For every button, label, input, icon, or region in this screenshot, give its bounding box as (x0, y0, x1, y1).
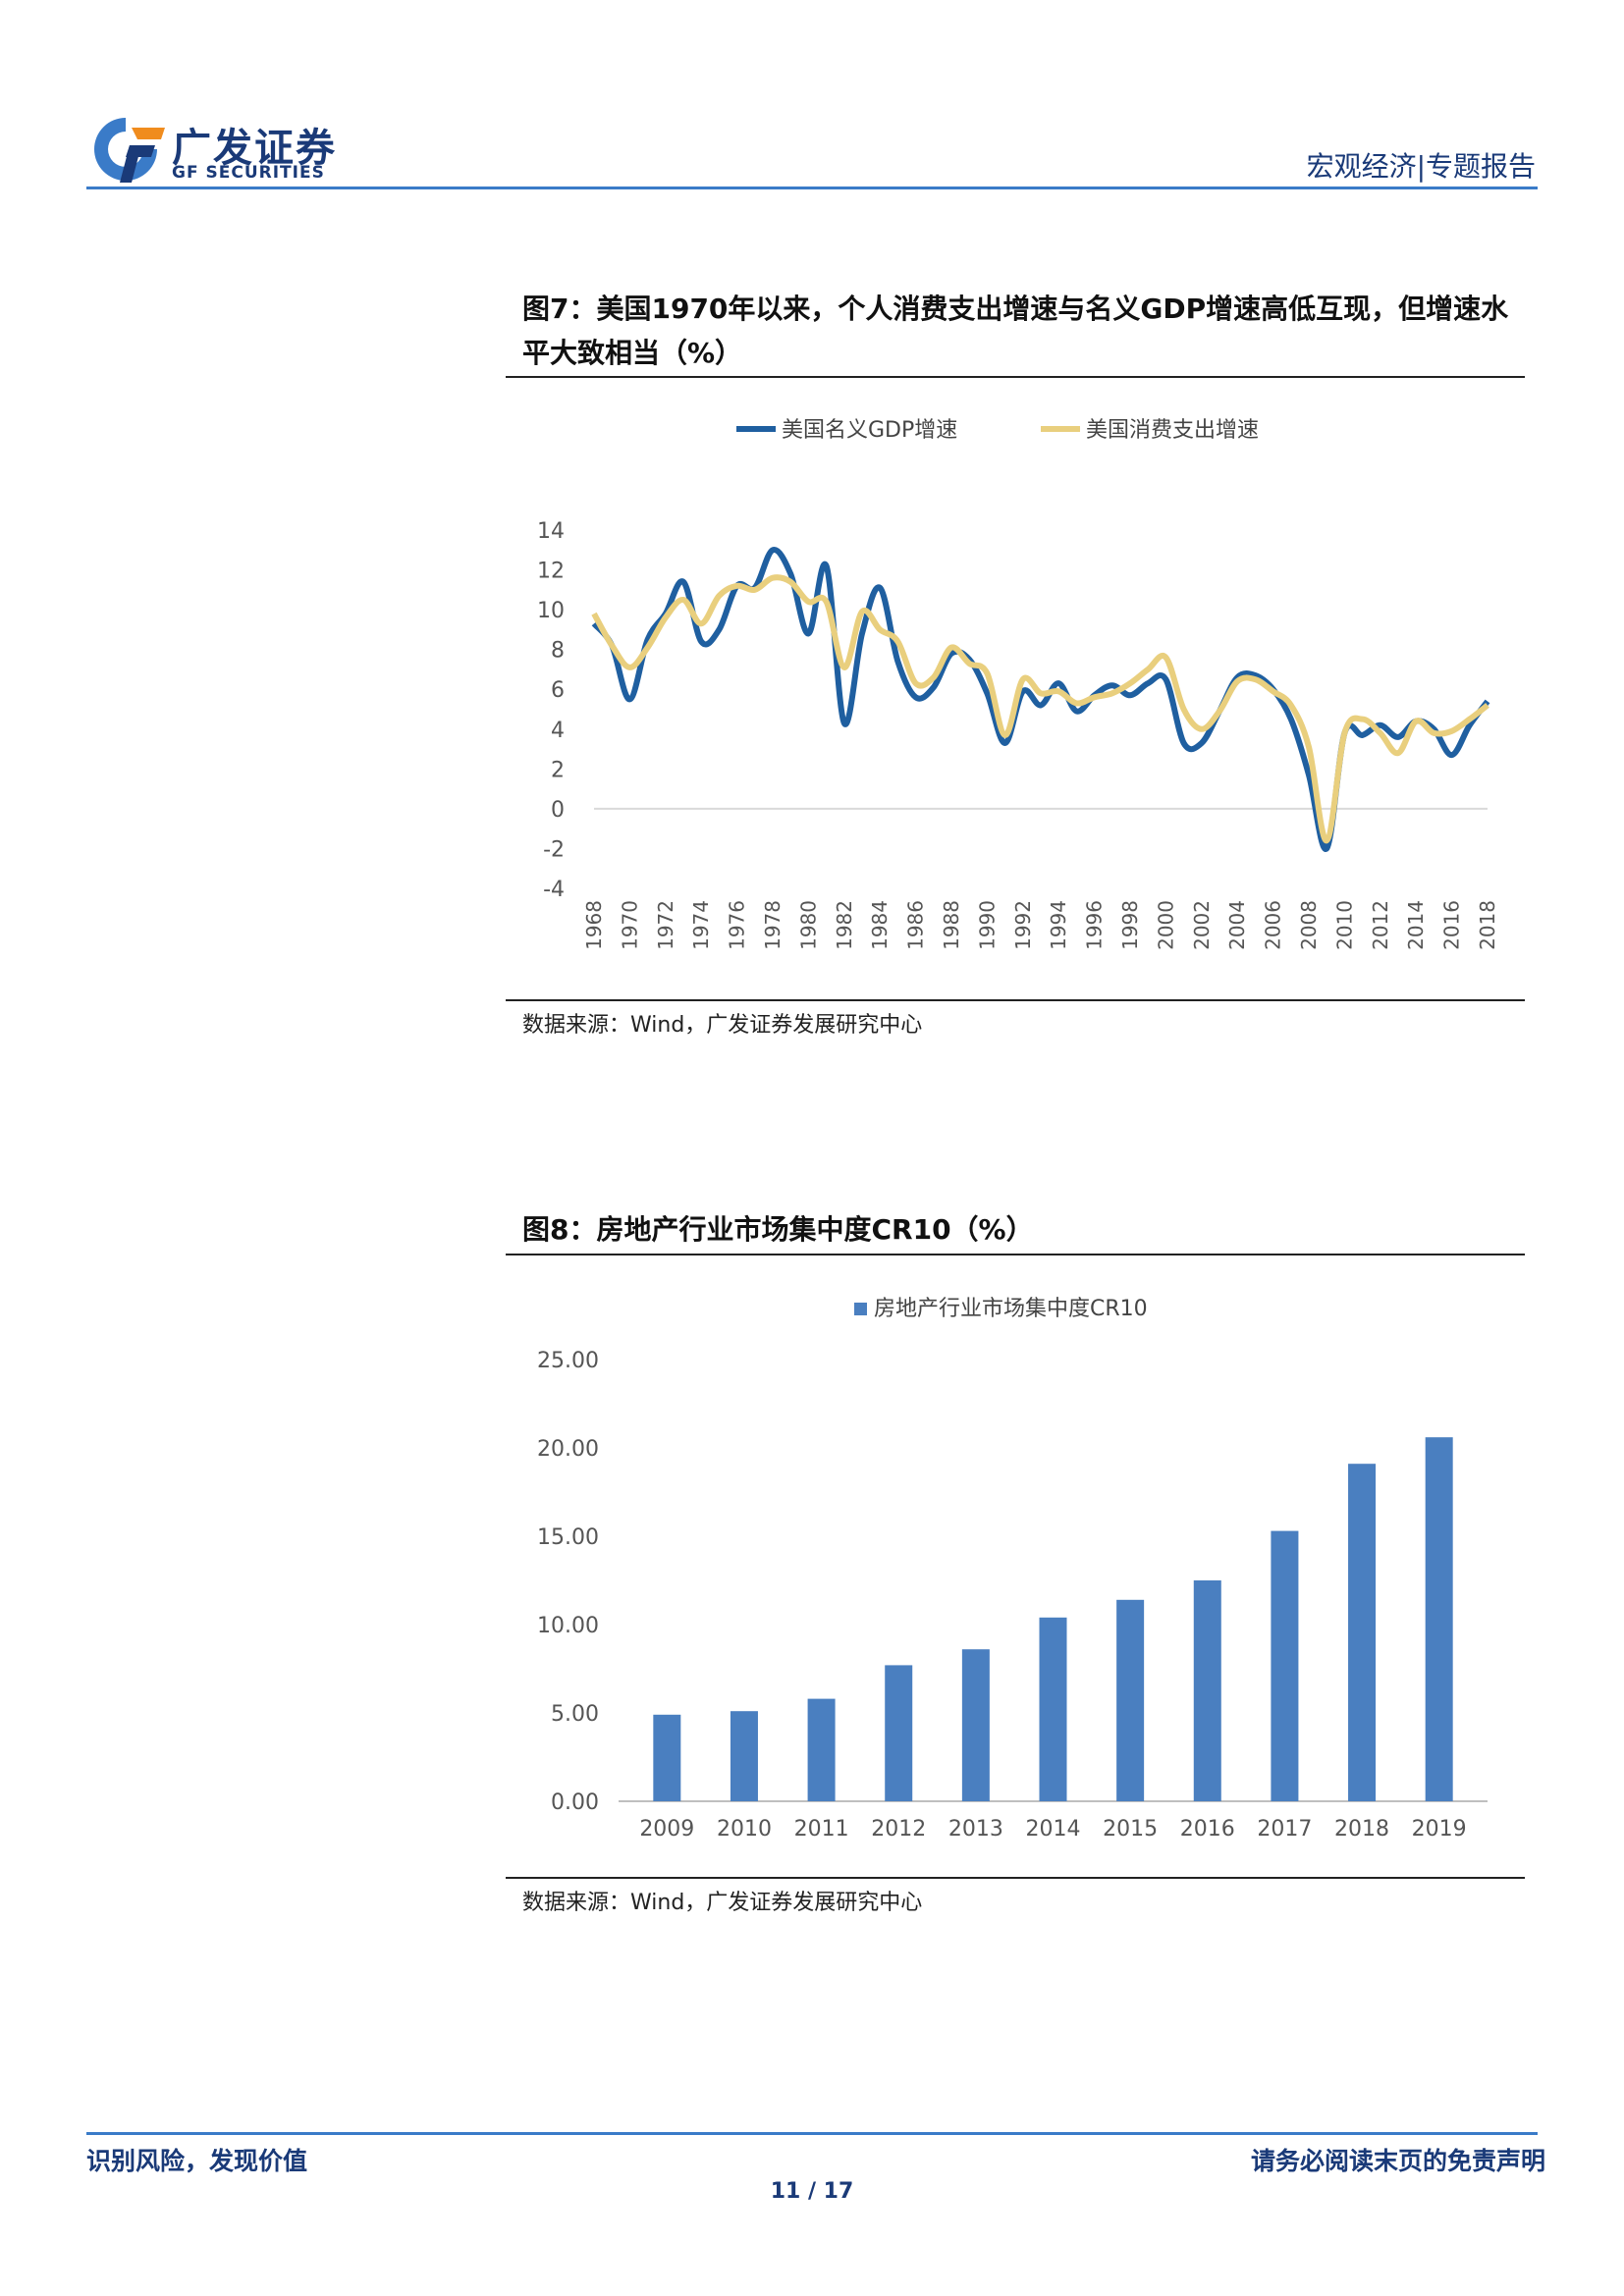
bar-2010 (730, 1711, 758, 1801)
x-tick-label: 2016 (1180, 1817, 1235, 1842)
x-tick-label: 2018 (1334, 1817, 1389, 1842)
x-tick-label: 2010 (1332, 900, 1356, 950)
bar-2019 (1425, 1437, 1453, 1801)
y-tick-label: 2 (551, 758, 565, 782)
footer-divider (86, 2132, 1538, 2135)
x-tick-label: 1986 (904, 900, 928, 950)
x-tick-label: 1994 (1047, 900, 1070, 950)
bar-chart-x-ticks: 2009 2010 2011 2012 2013 2014 2015 2016 2017 2018… (639, 1817, 1466, 1842)
y-tick-label: 8 (551, 639, 565, 664)
bar-chart-legend: 房地产行业市场集中度CR10 (854, 1297, 1148, 1321)
y-tick-label: 0.00 (551, 1790, 599, 1815)
page-number: 11 / 17 (770, 2179, 854, 2204)
x-tick-label: 1990 (975, 900, 999, 950)
y-tick-label: 0 (551, 798, 565, 823)
bar-chart-bars (619, 1437, 1488, 1802)
bar-2018 (1348, 1464, 1377, 1801)
x-tick-label: 2000 (1154, 900, 1177, 950)
y-tick-label: 4 (551, 719, 565, 743)
x-tick-label: 2014 (1404, 900, 1428, 950)
footer-disclaimer: 请务必阅读末页的免责声明 (1250, 2147, 1545, 2175)
x-tick-label: 1996 (1083, 900, 1107, 950)
figure8-bar-chart: 房地产行业市场集中度CR10 25.00 20.00 15.00 10.00 5.00 0… (537, 1297, 1488, 1842)
x-tick-label: 2013 (948, 1817, 1003, 1842)
header-divider (86, 187, 1538, 189)
figure8-top-rule (506, 1254, 1525, 1255)
bar-2009 (653, 1714, 681, 1801)
y-tick-label: 25.00 (537, 1349, 599, 1373)
report-section-label: 宏观经济|专题报告 (1306, 150, 1536, 183)
x-tick-label: 1968 (582, 900, 606, 950)
x-tick-label: 2017 (1257, 1817, 1312, 1842)
x-tick-label: 2006 (1262, 900, 1285, 950)
figure7-bottom-rule (506, 999, 1525, 1001)
x-tick-label: 2016 (1440, 900, 1464, 950)
bar-2012 (885, 1665, 913, 1801)
logo-text-en: GF SECURITIES (172, 163, 325, 183)
x-tick-label: 1988 (940, 900, 963, 950)
bar-2015 (1116, 1599, 1145, 1801)
legend-swatch (854, 1303, 867, 1315)
x-tick-label: 1998 (1118, 900, 1142, 950)
bar-chart-y-ticks: 25.00 20.00 15.00 10.00 5.00 0.00 (537, 1349, 599, 1815)
legend-label: 房地产行业市场集中度CR10 (874, 1297, 1148, 1321)
figure8-bottom-rule (506, 1877, 1525, 1879)
bar-2014 (1039, 1617, 1067, 1801)
y-tick-label: -2 (543, 837, 565, 862)
y-tick-label: 10.00 (537, 1614, 599, 1638)
x-tick-label: 1984 (868, 900, 892, 950)
legend-label-1: 美国消费支出增速 (1086, 418, 1259, 443)
y-tick-label: 10 (537, 599, 565, 623)
x-tick-label: 2009 (639, 1817, 694, 1842)
x-tick-label: 2014 (1026, 1817, 1081, 1842)
logo-text-cn: 广发证券 (172, 126, 337, 171)
x-tick-label: 2010 (717, 1817, 772, 1842)
y-tick-label: 15.00 (537, 1525, 599, 1550)
y-tick-label: 12 (537, 560, 565, 584)
x-tick-label: 2011 (794, 1817, 849, 1842)
figure8-source: 数据来源：Wind，广发证券发展研究中心 (522, 1891, 923, 1915)
line-chart-y-ticks: 14 12 10 8 6 4 2 0 -2 -4 (537, 519, 565, 902)
line-chart-x-ticks: 1968 1970 1972 1974 1976 1978 1980 1982 1984 1986… (582, 900, 1499, 950)
y-tick-label: 14 (537, 519, 565, 544)
x-tick-label: 2008 (1297, 900, 1321, 950)
x-tick-label: 1970 (618, 900, 641, 950)
x-tick-label: 2004 (1225, 900, 1249, 950)
bar-2016 (1193, 1580, 1221, 1801)
y-tick-label: 6 (551, 678, 565, 703)
series-line-0 (591, 547, 1490, 852)
x-tick-label: 1980 (796, 900, 820, 950)
line-chart-series (591, 547, 1490, 852)
x-tick-label: 1976 (726, 900, 749, 950)
bar-2017 (1271, 1530, 1299, 1801)
x-tick-label: 1992 (1011, 900, 1035, 950)
x-tick-label: 2012 (1369, 900, 1392, 950)
x-tick-label: 2015 (1103, 1817, 1158, 1842)
gf-securities-logo (94, 118, 165, 183)
x-tick-label: 2018 (1476, 900, 1499, 950)
line-chart-legend: 美国名义GDP增速 美国消费支出增速 (736, 418, 1259, 443)
bar-2013 (961, 1649, 990, 1801)
x-tick-label: 1978 (761, 900, 785, 950)
x-tick-label: 2002 (1190, 900, 1214, 950)
figure7-top-rule (506, 376, 1525, 378)
figure7-source: 数据来源：Wind，广发证券发展研究中心 (522, 1013, 923, 1038)
y-tick-label: 5.00 (551, 1702, 599, 1727)
bar-2011 (807, 1698, 836, 1801)
y-tick-label: 20.00 (537, 1437, 599, 1462)
footer-slogan: 识别风险，发现价值 (86, 2147, 308, 2175)
y-tick-label: -4 (543, 878, 565, 902)
x-tick-label: 1982 (833, 900, 856, 950)
figure8-title: 图8：房地产行业市场集中度CR10（%） (522, 1213, 1034, 1246)
x-tick-label: 2019 (1412, 1817, 1467, 1842)
figure7-title: 图7：美国1970年以来，个人消费支出增速与名义GDP增速高低互现，但增速水平大… (522, 293, 1509, 369)
series-line-1 (591, 574, 1489, 844)
x-tick-label: 1974 (689, 900, 713, 950)
x-tick-label: 2012 (871, 1817, 926, 1842)
legend-label-0: 美国名义GDP增速 (782, 418, 957, 443)
x-tick-label: 1972 (654, 900, 677, 950)
